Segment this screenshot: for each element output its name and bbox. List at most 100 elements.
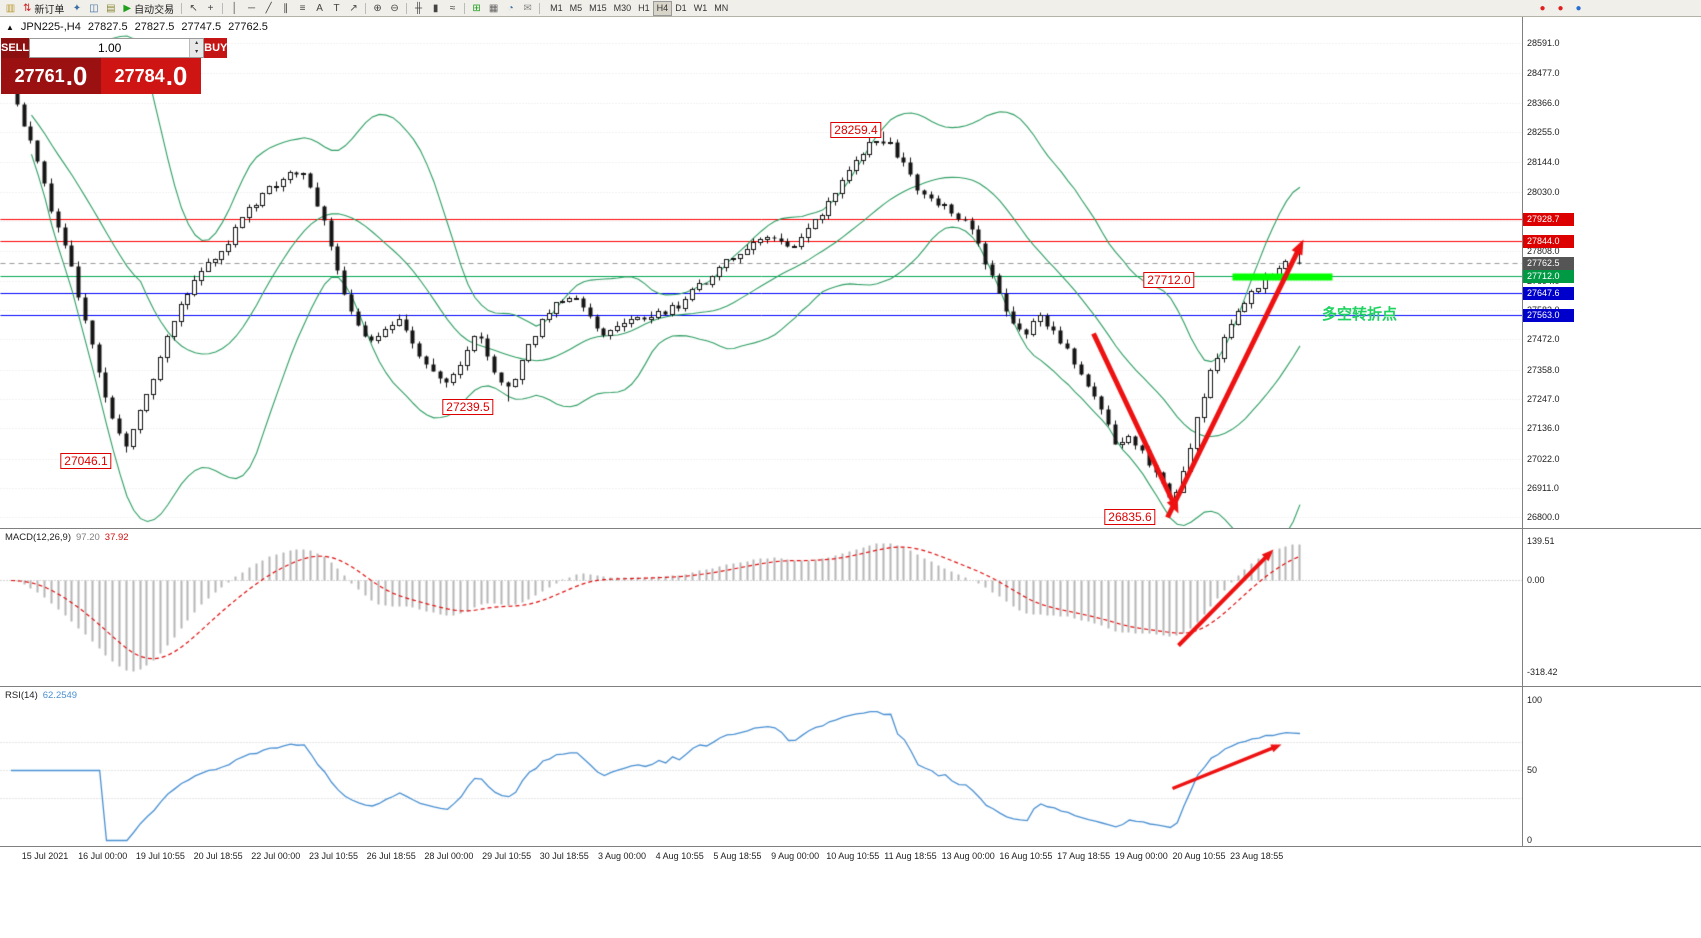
terminal-icon[interactable]: ▤ (102, 1, 119, 16)
price-axis-label: 26800.0 (1527, 512, 1560, 523)
price-axis-label: 27022.0 (1527, 453, 1560, 464)
record-dot-icon[interactable]: ● (1557, 3, 1564, 14)
indicators-icon[interactable]: ⊞ (468, 1, 485, 16)
vertical-line-icon-glyph: │ (231, 2, 238, 14)
price-axis-label: 28591.0 (1527, 38, 1560, 49)
mail-icon-glyph: ✉ (523, 2, 532, 14)
text-label-icon-glyph: A (316, 2, 323, 14)
timeframe-mn-button[interactable]: MN (714, 2, 729, 13)
zoom-out-icon[interactable]: ⊖ (386, 1, 403, 16)
autotrade-button-label: 自动交易 (134, 4, 175, 16)
vertical-line-icon[interactable]: │ (226, 1, 243, 16)
arrows-tool-icon-glyph: ↗ (349, 2, 358, 14)
cursor-icon[interactable]: ↖ (185, 1, 202, 16)
crosshair-icon-glyph: + (207, 2, 214, 14)
equidistant-channel-icon-glyph: ∥ (283, 2, 289, 14)
time-axis-label: 23 Jul 10:55 (308, 851, 359, 861)
timeframe-m5-button[interactable]: M5 (569, 2, 583, 13)
templates-icon[interactable]: ▦ (485, 1, 502, 16)
navigator-icon-glyph: ✦ (72, 2, 82, 14)
new-order-icon-glyph: ⇅ (23, 2, 32, 14)
turning-point-label[interactable]: 多空转折点 (1322, 306, 1398, 323)
rsi-panel-canvas[interactable] (0, 688, 1522, 846)
buy-button[interactable]: BUY (204, 38, 228, 58)
toolbar-right-icons: ● ● ● (1534, 1, 1587, 16)
crosshair-icon[interactable]: + (202, 1, 219, 16)
text-tool-icon[interactable]: T (328, 1, 345, 16)
time-axis[interactable]: 15 Jul 2021 16 Jul 00:00 19 Jul 10:55 20 Ju… (0, 846, 1701, 938)
macd-panel-canvas[interactable] (0, 530, 1522, 686)
price-callout-26835.6[interactable]: 26835.6 (1104, 509, 1156, 525)
rsi-value: 62.2549 (42, 690, 78, 701)
timeframe-h4-button[interactable]: H4 (652, 0, 673, 16)
panel-separator-1[interactable] (0, 528, 1701, 529)
price-callout-27712.0[interactable]: 27712.0 (1143, 272, 1195, 288)
text-label-icon[interactable]: A (311, 1, 328, 16)
time-axis-label: 28 Jul 00:00 (424, 851, 474, 861)
terminal-icon-glyph: ▤ (106, 2, 116, 14)
buy-price-button[interactable]: 27784 .0 (101, 58, 201, 94)
autotrade-button[interactable]: ▶ 自动交易 (119, 1, 178, 16)
time-axis-label: 30 Jul 18:55 (539, 851, 589, 861)
arrows-tool-icon[interactable]: ↗ (345, 1, 362, 16)
timeframe-h1-button[interactable]: H1 (638, 2, 650, 13)
buy-price-main: 27784 (114, 65, 165, 86)
rsi-axis-label: 50 (1527, 765, 1538, 775)
time-axis-label: 20 Jul 18:55 (193, 851, 243, 861)
sell-button[interactable]: SELL (1, 38, 30, 58)
sell-price-button[interactable]: 27761 .0 (1, 58, 101, 94)
price-axis-label: 28030.0 (1527, 186, 1560, 197)
fibonacci-icon[interactable]: ≡ (294, 1, 311, 16)
autotrade-icon-glyph: ▶ (123, 2, 132, 14)
price-tag-27647.6: 27647.6 (1523, 286, 1574, 300)
time-axis-label: 15 Jul 2021 (21, 851, 69, 861)
period-icon-glyph: ◔ (507, 2, 514, 14)
equidistant-channel-icon[interactable]: ∥ (277, 1, 294, 16)
bar-chart-icon-glyph: ╫ (415, 2, 423, 14)
period-icon[interactable]: ◔ (502, 1, 519, 16)
timeframe-d1-button[interactable]: D1 (675, 2, 687, 13)
timeframe-w1-button[interactable]: W1 (693, 2, 708, 13)
bar-chart-icon[interactable]: ╫ (410, 1, 427, 16)
candlestick-chart-icon[interactable]: ▮ (427, 1, 444, 16)
price-callout-28259.4[interactable]: 28259.4 (830, 122, 882, 138)
volume-input[interactable] (30, 39, 190, 57)
volume-down-button[interactable]: ▾ (190, 48, 204, 57)
zoom-in-icon[interactable]: ⊕ (369, 1, 386, 16)
main-chart-canvas[interactable] (0, 17, 1522, 528)
price-callout-27046.1[interactable]: 27046.1 (60, 453, 112, 469)
time-axis-label: 26 Jul 18:55 (366, 851, 416, 861)
buy-price-pip: .0 (165, 61, 188, 91)
mail-icon[interactable]: ✉ (519, 1, 536, 16)
price-axis-label: 27808.0 (1527, 245, 1560, 256)
timeframe-m1-button[interactable]: M1 (550, 2, 563, 13)
collapse-arrow-icon[interactable]: ▲ (6, 22, 14, 32)
app-dot-icon[interactable]: ● (1575, 3, 1582, 14)
timeframe-m15-button[interactable]: M15 (589, 2, 607, 13)
price-callout-27239.5[interactable]: 27239.5 (442, 399, 494, 415)
volume-up-button[interactable]: ▴ (190, 39, 204, 48)
chart-window-icon[interactable]: ▥ (2, 1, 19, 16)
line-chart-icon[interactable]: ≈ (444, 1, 461, 16)
trendline-icon[interactable]: ╱ (260, 1, 277, 16)
toolbar-separator (464, 2, 466, 14)
horizontal-line-icon[interactable]: ─ (243, 1, 260, 16)
toolbar-separator (222, 2, 224, 14)
volume-spinner: ▴ ▾ (189, 39, 204, 57)
market-watch-icon[interactable]: ◫ (85, 1, 102, 16)
chart-symbol-label: JPN225-,H4 (20, 21, 81, 33)
macd-axis-label: 0.00 (1527, 575, 1545, 585)
timeframe-m30-button[interactable]: M30 (613, 2, 632, 13)
time-axis-label: 20 Aug 10:55 (1172, 851, 1226, 861)
new-order-button[interactable]: ⇅ 新订单 (19, 1, 68, 16)
navigator-icon[interactable]: ✦ (68, 1, 85, 16)
timeframe-switcher: M1 M5 M15 M30 H1 H4 D1 W1 MN (547, 0, 731, 16)
time-axis-label: 17 Aug 18:55 (1057, 851, 1111, 861)
trendline-icon-glyph: ╱ (265, 2, 272, 14)
price-axis-label: 27472.0 (1527, 334, 1560, 345)
panel-separator-2[interactable] (0, 686, 1701, 687)
price-axis[interactable]: 28591.0 28477.0 28366.0 28255.0 28144.0 28030… (1522, 17, 1701, 846)
ohlc-low: 27747.5 (181, 21, 222, 33)
notification-dot-icon[interactable]: ● (1539, 3, 1546, 14)
